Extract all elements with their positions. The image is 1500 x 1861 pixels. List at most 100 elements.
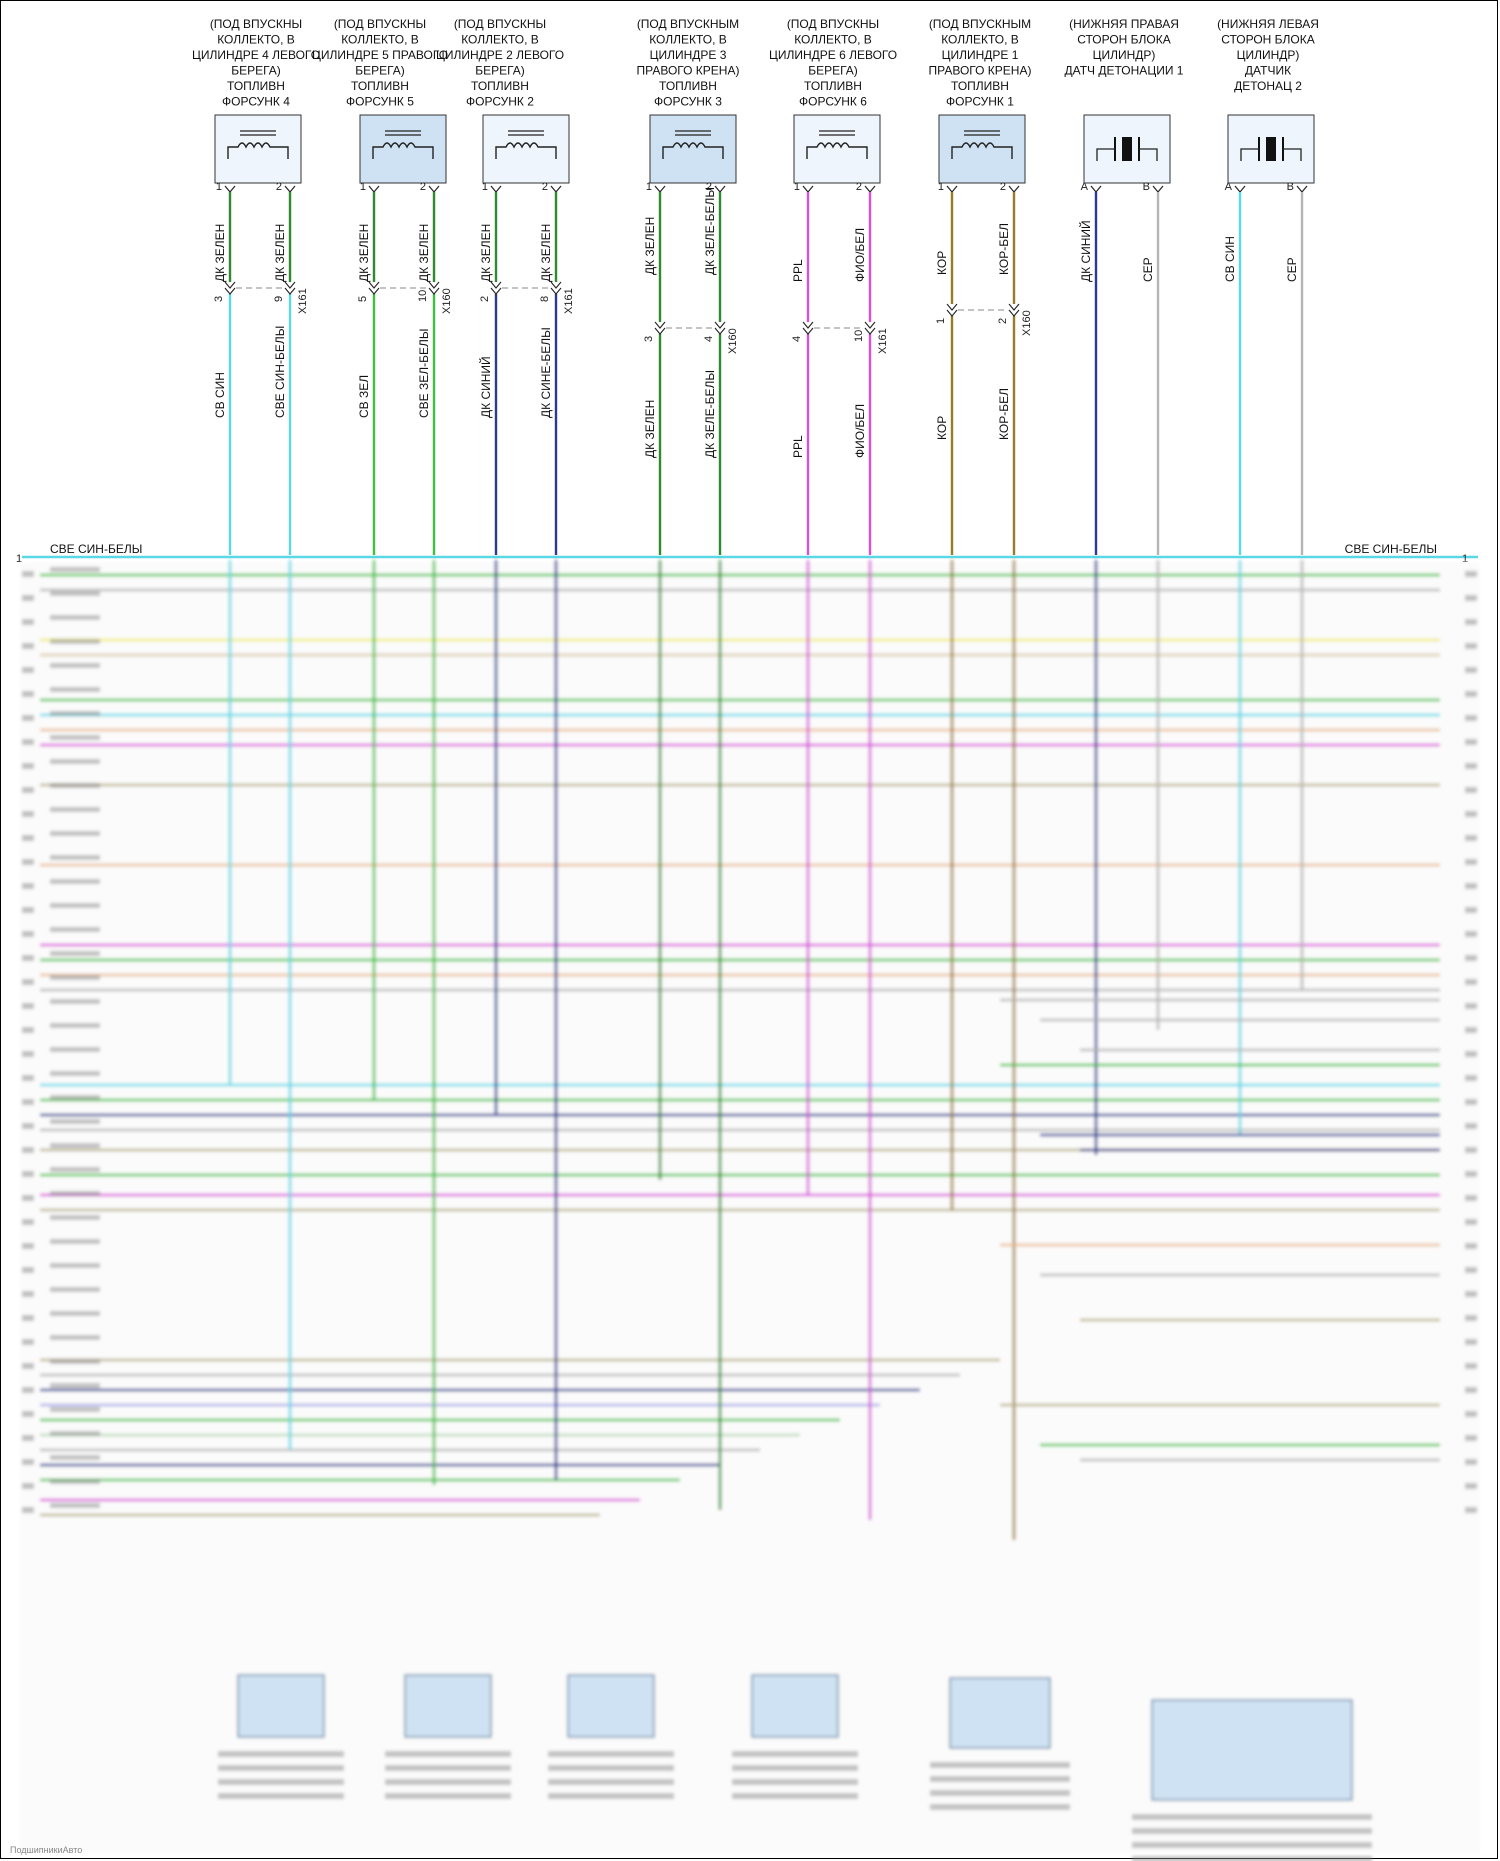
blurred-wire-label	[50, 639, 100, 644]
component-caption-line: КОЛЛЕКТО, В	[341, 33, 419, 47]
component-caption-line: КОЛЛЕКТО, В	[794, 33, 872, 47]
connector-pin: 1	[935, 318, 947, 324]
blurred-pin-number	[22, 1435, 34, 1441]
blurred-component-caption	[218, 1793, 344, 1799]
blurred-pin-number	[1465, 1459, 1477, 1465]
terminal-chevron-icon	[1234, 185, 1246, 193]
terminal-chevron-icon	[224, 185, 236, 193]
blurred-pin-number	[1465, 1195, 1477, 1201]
connector-chevron-icon	[284, 281, 296, 289]
component-caption-line: БЕРЕГА)	[808, 64, 858, 78]
connector-id-label: X161	[877, 328, 889, 354]
blurred-component-box	[404, 1674, 492, 1738]
blurred-component-box	[751, 1674, 839, 1738]
blurred-component-caption	[385, 1751, 511, 1757]
blurred-pin-number	[22, 595, 34, 601]
connector-chevron-icon	[490, 281, 502, 289]
injector-coil-icon	[372, 142, 434, 159]
blurred-wire-label	[50, 879, 100, 884]
connector-chevron-icon	[946, 309, 958, 317]
blurred-pin-number	[1465, 691, 1477, 697]
component-caption-line: ЦИЛИНДРЕ 2 ЛЕВОГО	[436, 48, 564, 62]
component-caption-line: ЦИЛИНДРЕ 5 ПРАВОГО	[312, 48, 448, 62]
blurred-pin-number	[22, 763, 34, 769]
lower-harness-blurred	[20, 560, 1480, 1861]
wire-color-label-upper: ДК ЗЕЛЕН	[213, 224, 227, 282]
connector-pin: 4	[703, 336, 715, 342]
connector-pin: 10	[417, 290, 429, 302]
terminal-chevron-icon	[428, 185, 440, 193]
component-caption-line: ТОПЛИВН	[227, 79, 285, 93]
blurred-pin-number	[1465, 1051, 1477, 1057]
connector-chevron-icon	[714, 321, 726, 329]
blurred-wire-label	[50, 855, 100, 860]
component-caption-line: ДАТЧИК	[1245, 64, 1291, 78]
connector-chevron-icon	[224, 287, 236, 295]
terminal-pin: 2	[706, 181, 712, 193]
terminal-pin: A	[1225, 181, 1233, 193]
blurred-wire-label	[50, 1239, 100, 1244]
blurred-wire-label	[50, 1311, 100, 1316]
blurred-pin-number	[1465, 835, 1477, 841]
blurred-wire-label	[50, 1191, 100, 1196]
blurred-pin-number	[1465, 739, 1477, 745]
blurred-wire-label	[50, 1095, 100, 1100]
terminal-pin: B	[1143, 181, 1150, 193]
blurred-wire-label	[50, 1383, 100, 1388]
connector-pin: 4	[791, 336, 803, 342]
blurred-pin-number	[1465, 1411, 1477, 1417]
terminal-chevron-icon	[490, 185, 502, 193]
injector-symbol-box	[214, 114, 302, 184]
blurred-wire-label	[50, 1023, 100, 1028]
bus-label-left: СВЕ СИН-БЕЛЫ	[50, 542, 142, 556]
blurred-wire-label	[50, 951, 100, 956]
blurred-component-caption	[218, 1765, 344, 1771]
blurred-pin-number	[1465, 1219, 1477, 1225]
terminal-chevron-icon	[284, 185, 296, 193]
injector-symbol-box	[793, 114, 881, 184]
blurred-component-box	[237, 1674, 325, 1738]
wire-color-label-upper: ДК ЗЕЛЕН	[357, 224, 371, 282]
terminal-pin: 1	[794, 181, 800, 193]
blurred-region-bg	[20, 562, 1480, 1852]
component-caption-line: ФОРСУНК 2	[466, 95, 534, 109]
blurred-pin-number	[1465, 1075, 1477, 1081]
component-caption-line: ДЕТОНАЦ 2	[1234, 79, 1302, 93]
blurred-pin-number	[22, 1027, 34, 1033]
blurred-pin-number	[22, 1051, 34, 1057]
blurred-component-caption	[548, 1765, 674, 1771]
blurred-component-box	[1151, 1699, 1353, 1801]
bus-label-right: СВЕ СИН-БЕЛЫ	[1345, 542, 1437, 556]
blurred-pin-number	[1465, 1243, 1477, 1249]
connector-chevron-icon	[368, 287, 380, 295]
terminal-chevron-icon	[802, 185, 814, 193]
blurred-pin-number	[22, 1363, 34, 1369]
blurred-pin-number	[1465, 1483, 1477, 1489]
blurred-pin-number	[22, 859, 34, 865]
blurred-wire-label	[50, 999, 100, 1004]
blurred-wire-label	[50, 1431, 100, 1436]
connector-pin: 9	[273, 296, 285, 302]
component-caption-line: ФОРСУНК 3	[654, 95, 722, 109]
component-caption-line: ЦИЛИНДР)	[1237, 48, 1300, 62]
blurred-pin-number	[1465, 1147, 1477, 1153]
wire-color-label-upper: СВ СИН	[1223, 236, 1237, 282]
component-caption-line: (НИЖНЯЯ ПРАВАЯ	[1069, 17, 1179, 31]
bus-pin-left: 1	[16, 553, 22, 565]
terminal-chevron-icon	[368, 185, 380, 193]
connector-pin: 3	[643, 336, 655, 342]
blurred-component-caption	[548, 1793, 674, 1799]
connector-chevron-icon	[802, 327, 814, 335]
terminal-pin: B	[1287, 181, 1294, 193]
terminal-pin: 1	[646, 181, 652, 193]
terminal-chevron-icon	[1008, 185, 1020, 193]
component-caption-line: ТОПЛИВН	[951, 79, 1009, 93]
blurred-wire-label	[50, 591, 100, 596]
blurred-component-caption	[930, 1790, 1070, 1796]
component-caption-line: (НИЖНЯЯ ЛЕВАЯ	[1217, 17, 1319, 31]
blurred-pin-number	[22, 907, 34, 913]
blurred-component-caption	[548, 1779, 674, 1785]
